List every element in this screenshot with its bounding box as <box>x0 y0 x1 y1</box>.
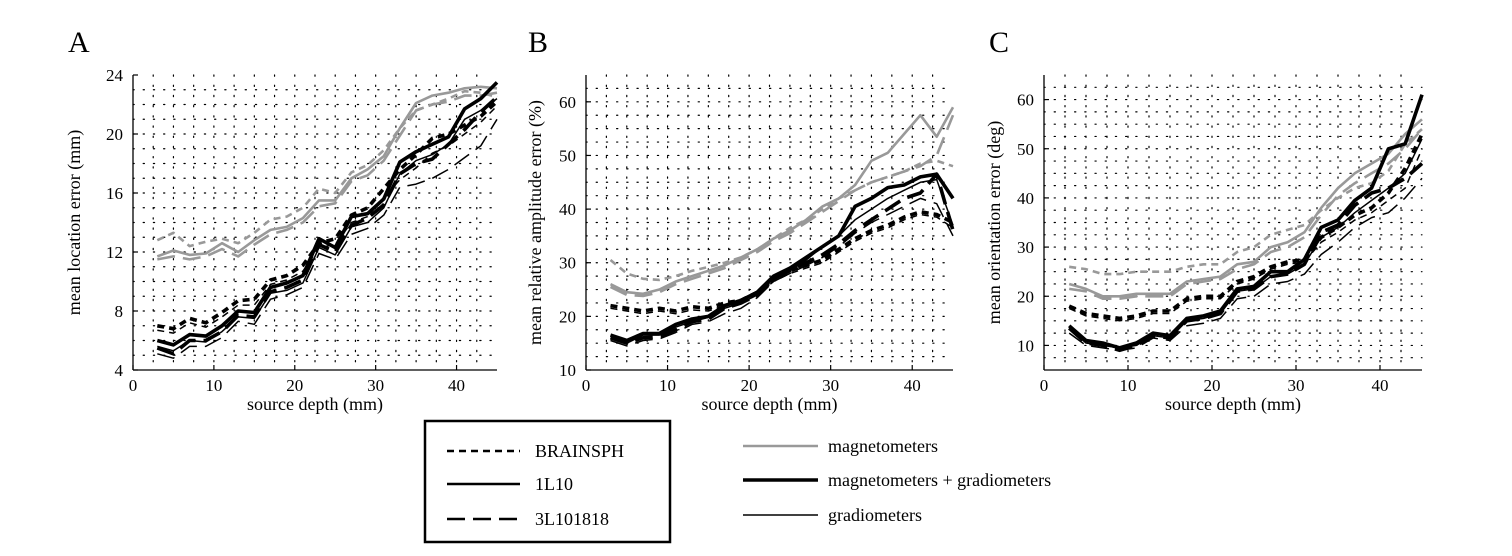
panel-letter: B <box>528 26 548 59</box>
legend: BRAINSPH 1L10 3L101818 magnetometers magneto… <box>423 419 1051 544</box>
x-axis-label: source depth (mm) <box>247 394 383 415</box>
y-tick-label: 4 <box>115 361 124 380</box>
series-line-3l101818-gradiometers <box>610 197 954 347</box>
legend-box <box>423 419 672 544</box>
series-group <box>156 81 499 359</box>
series-line-3l101818-gradiometers <box>157 118 498 359</box>
x-tick-label: 10 <box>1120 376 1137 395</box>
y-axis-label: mean location error (mm) <box>64 130 85 315</box>
series-line-3l101818-magnetometers-gradiometers <box>156 95 499 356</box>
x-tick-label: 40 <box>904 376 921 395</box>
y-axis-label: mean orientation error (deg) <box>984 121 1005 324</box>
y-tick-label: 30 <box>1017 238 1034 257</box>
series-line-brainsph-magnetometers-gradiometers <box>156 100 499 331</box>
series-line-1l10-gradiometers <box>1068 138 1423 349</box>
chart-panel-b: B 0 10 20 30 40 10 20 30 40 50 60 source depth (mm) m… <box>525 26 955 415</box>
y-tick-label: 30 <box>559 254 576 273</box>
x-tick-label: 10 <box>205 376 222 395</box>
y-tick-label: 12 <box>106 243 123 262</box>
y-tick-label: 40 <box>559 200 576 219</box>
series-line-3l101818-magnetometers-gradiometers <box>609 172 955 346</box>
grid <box>132 74 498 371</box>
x-tick-label: 40 <box>1372 376 1389 395</box>
y-tick-label: 60 <box>1017 91 1034 110</box>
series-group <box>609 106 955 347</box>
series-line-1l10-gradiometers <box>610 178 954 344</box>
series-line-1l10-magnetometers-gradiometers <box>1068 94 1424 350</box>
series-line-brainsph-magnetometers-gradiometers <box>610 210 954 313</box>
x-tick-label: 10 <box>659 376 676 395</box>
legend-label-magnetometers: magnetometers <box>828 436 938 456</box>
x-tick-label: 0 <box>129 376 138 395</box>
series-group <box>1068 94 1424 353</box>
y-tick-label: 40 <box>1017 189 1034 208</box>
series-line-brainsph-gradiometers <box>610 213 954 315</box>
y-tick-label: 8 <box>115 302 124 321</box>
y-tick-label: 16 <box>106 184 123 203</box>
legend-label-magnetometers-gradiometers: magnetometers + gradiometers <box>828 470 1051 490</box>
series-line-brainsph-magnetometers <box>1069 128 1423 276</box>
series-line-1l10-magnetometers-gradiometers <box>609 172 955 343</box>
x-tick-label: 20 <box>1204 376 1221 395</box>
y-tick-label: 20 <box>559 307 576 326</box>
x-axis-label: source depth (mm) <box>702 394 838 415</box>
y-tick-label: 50 <box>559 146 576 165</box>
panel-letter: C <box>989 26 1009 59</box>
series-line-3l101818-magnetometers <box>1069 128 1423 301</box>
series-line-1l10-magnetometers <box>156 85 498 258</box>
series-line-brainsph-magnetometers <box>156 89 498 248</box>
legend-label-brainsph: BRAINSPH <box>535 441 624 461</box>
x-tick-label: 0 <box>582 376 591 395</box>
y-tick-label: 60 <box>559 93 576 112</box>
y-axis-label: mean relative amplitude error (%) <box>525 100 546 345</box>
series-line-3l101818-magnetometers <box>157 91 498 261</box>
chart-panel-a: A 0 10 20 30 40 4 8 12 16 20 24 source depth (mm) mea… <box>64 26 499 415</box>
grid <box>1043 74 1423 371</box>
series-line-1l10-magnetometers <box>1068 118 1423 298</box>
legend-label-1l10: 1L10 <box>535 474 573 494</box>
y-tick-label: 24 <box>106 66 124 85</box>
series-line-3l101818-magnetometers <box>609 114 955 298</box>
series-line-brainsph-magnetometers-gradiometers <box>1068 133 1424 321</box>
y-tick-label: 10 <box>559 361 576 380</box>
series-line-1l10-magnetometers <box>609 106 955 296</box>
y-tick-label: 20 <box>1017 287 1034 306</box>
panel-letter: A <box>68 26 90 59</box>
legend-label-gradiometers: gradiometers <box>828 505 922 525</box>
series-line-1l10-magnetometers-gradiometers <box>156 81 499 347</box>
chart-panels: A 0 10 20 30 40 4 8 12 16 20 24 source depth (mm) mea… <box>64 26 1424 415</box>
x-tick-label: 40 <box>448 376 465 395</box>
legend-label-3l101818: 3L101818 <box>535 509 609 529</box>
y-tick-label: 10 <box>1017 336 1034 355</box>
x-tick-label: 30 <box>822 376 839 395</box>
y-tick-label: 20 <box>106 125 123 144</box>
x-tick-label: 0 <box>1040 376 1049 395</box>
series-line-brainsph-gradiometers <box>1068 148 1423 322</box>
chart-panel-c: C 0 10 20 30 40 10 20 30 40 50 60 source depth (mm) m… <box>984 26 1424 415</box>
y-tick-label: 50 <box>1017 140 1034 159</box>
x-tick-label: 20 <box>741 376 758 395</box>
x-tick-label: 20 <box>286 376 303 395</box>
grid <box>585 74 954 371</box>
x-tick-label: 30 <box>367 376 384 395</box>
series-line-brainsph-gradiometers <box>157 105 498 334</box>
x-tick-label: 30 <box>1288 376 1305 395</box>
series-line-3l101818-magnetometers-gradiometers <box>1068 162 1424 353</box>
x-axis-label: source depth (mm) <box>1165 394 1301 415</box>
